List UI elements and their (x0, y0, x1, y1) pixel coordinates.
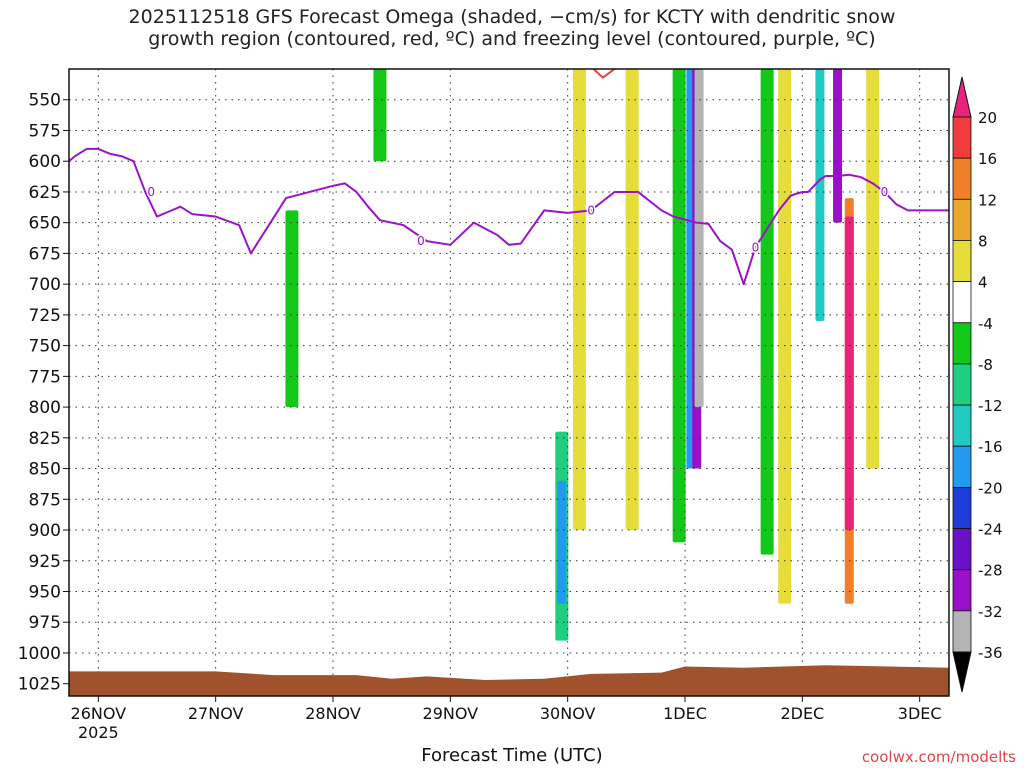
omega-patch-11 (694, 69, 704, 408)
x-tick-label-27NOV: 27NOV (188, 704, 244, 723)
colorbar-bin-10 (952, 528, 972, 571)
omega-patch-4 (572, 69, 586, 531)
colorbar-bottom-arrow (952, 651, 972, 693)
omega-patch-15 (833, 69, 843, 223)
y-tick-label-650: 650 (29, 214, 61, 234)
y-tick-label-875: 875 (29, 490, 61, 510)
freezing-level-label-4: 0 (881, 185, 889, 199)
x-tick-label-2DEC: 2DEC (780, 704, 824, 723)
colorbar-label--24: -24 (978, 521, 1003, 539)
y-tick-label-575: 575 (29, 121, 61, 141)
x-tick-label-28NOV: 28NOV (305, 704, 361, 723)
y-tick-label-825: 825 (29, 429, 61, 449)
plot-frame (68, 68, 950, 697)
omega-patch-7 (625, 69, 639, 531)
y-tick-label-625: 625 (29, 183, 61, 203)
colorbar-bin-1 (952, 157, 972, 200)
colorbar-label-20: 20 (978, 109, 997, 127)
omega-patch-17 (844, 216, 854, 531)
x-tick-label-3DEC: 3DEC (898, 704, 942, 723)
freezing-level-label-2: 0 (587, 203, 595, 217)
y-tick-label-725: 725 (29, 306, 61, 326)
y-tick-label-600: 600 (29, 152, 61, 172)
colorbar-label-16: 16 (978, 150, 997, 168)
colorbar-bin-5 (952, 322, 972, 365)
colorbar-label--28: -28 (978, 562, 1003, 580)
y-tick-label-975: 975 (29, 613, 61, 633)
colorbar-bin-4 (952, 281, 972, 324)
y-tick-label-850: 850 (29, 460, 61, 480)
chart-title: 2025112518 GFS Forecast Omega (shaded, −… (128, 6, 896, 50)
y-tick-label-1025: 1025 (18, 675, 61, 695)
omega-patch-13 (778, 69, 792, 604)
colorbar-label--16: -16 (978, 438, 1003, 456)
y-tick-label-950: 950 (29, 583, 61, 603)
colorbar-label--12: -12 (978, 397, 1003, 415)
omega-patch-18 (866, 69, 880, 469)
omega-patch-0 (80, 515, 94, 592)
colorbar-bin-3 (952, 240, 972, 283)
freezing-level-label-1: 0 (417, 234, 425, 248)
y-tick-label-675: 675 (29, 244, 61, 264)
colorbar-label--8: -8 (978, 356, 993, 374)
colorbar-label-4: 4 (978, 274, 988, 292)
colorbar-top-arrow (952, 76, 972, 118)
x-tick-label-29NOV: 29NOV (423, 704, 479, 723)
y-tick-label-550: 550 (29, 91, 61, 111)
colorbar-bin-6 (952, 363, 972, 406)
omega-patch-8 (672, 69, 686, 543)
y-tick-label-775: 775 (29, 367, 61, 387)
y-tick-label-750: 750 (29, 337, 61, 357)
y-tick-label-1000: 1000 (18, 644, 61, 664)
colorbar-label--4: -4 (978, 315, 993, 333)
ground-surface (69, 665, 949, 696)
colorbar-bin-8 (952, 445, 972, 488)
omega-patch-6 (557, 480, 567, 604)
colorbar-label-8: 8 (978, 232, 988, 250)
colorbar-label-12: 12 (978, 191, 997, 209)
x-axis-title: Forecast Time (UTC) (421, 745, 603, 766)
x-tick-label-30NOV: 30NOV (540, 704, 596, 723)
colorbar-bin-7 (952, 404, 972, 447)
omega-patch-2 (285, 210, 299, 408)
omega-patch-3 (373, 69, 387, 162)
colorbar-bin-2 (952, 198, 972, 241)
colorbar-label--20: -20 (978, 479, 1003, 497)
y-tick-label-900: 900 (29, 521, 61, 541)
dendritic-contour-0 (592, 69, 616, 79)
x-tick-sublabel-26NOV: 2025 (78, 723, 119, 742)
x-tick-label-1DEC: 1DEC (663, 704, 707, 723)
freezing-level-line (69, 147, 949, 286)
colorbar-bin-12 (952, 610, 972, 653)
y-tick-label-925: 925 (29, 552, 61, 572)
y-tick-label-800: 800 (29, 398, 61, 418)
colorbar-label--36: -36 (978, 644, 1003, 662)
omega-patch-12 (760, 69, 774, 555)
freezing-level-label-3: 0 (752, 240, 760, 254)
colorbar-bin-0 (952, 116, 972, 159)
credit-link[interactable]: coolwx.com/modelts (861, 748, 1016, 766)
freezing-level-label-0: 0 (147, 185, 155, 199)
colorbar-bin-9 (952, 486, 972, 529)
x-tick-label-26NOV: 26NOV (71, 704, 127, 723)
colorbar-bin-11 (952, 569, 972, 612)
colorbar-label--32: -32 (978, 603, 1003, 621)
omega-patch-14 (815, 69, 825, 322)
y-tick-label-700: 700 (29, 275, 61, 295)
